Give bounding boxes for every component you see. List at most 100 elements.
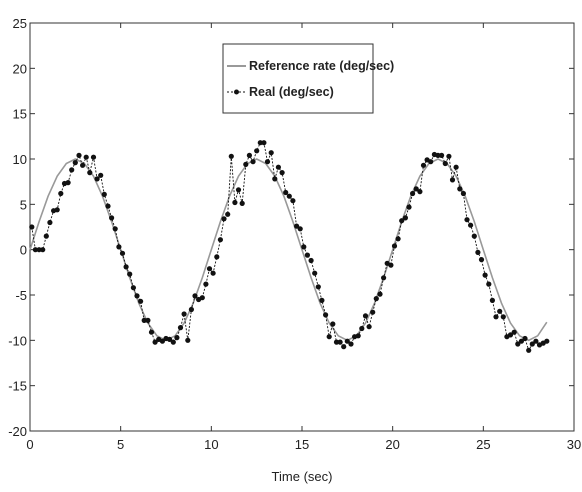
- data-point-real: [526, 347, 532, 353]
- y-tick-label: 0: [20, 243, 27, 258]
- data-point-real: [76, 152, 82, 158]
- data-point-real: [366, 324, 372, 330]
- data-point-real: [72, 160, 78, 166]
- data-point-real: [453, 164, 459, 170]
- data-point-real: [47, 219, 53, 226]
- data-point-real: [402, 215, 408, 221]
- y-axis: -20 -15 -10 -5 0 5 10 15 20 25: [8, 16, 574, 439]
- data-point-real: [446, 153, 452, 159]
- data-point-real: [116, 244, 122, 250]
- data-point-real: [489, 297, 495, 303]
- data-point-real: [235, 187, 242, 193]
- data-point-real: [167, 336, 173, 342]
- data-point-real: [80, 162, 86, 168]
- data-point-real: [174, 335, 180, 341]
- data-point-real: [232, 199, 238, 206]
- data-point-real: [185, 337, 191, 343]
- data-point-real: [290, 198, 296, 204]
- data-point-real: [410, 190, 416, 197]
- data-point-real: [192, 293, 198, 299]
- data-point-real: [250, 159, 256, 165]
- series-line-real: [31, 142, 548, 352]
- data-point-real: [308, 257, 314, 264]
- data-point-real: [312, 270, 318, 276]
- data-point-real: [449, 177, 456, 183]
- data-point-real: [344, 338, 350, 344]
- data-point-real: [417, 189, 423, 195]
- data-point-real: [388, 262, 394, 268]
- data-point-real: [283, 189, 289, 196]
- data-point-real: [482, 272, 488, 278]
- data-point-real: [428, 159, 434, 165]
- y-tick-label: -5: [15, 288, 27, 303]
- data-point-real: [330, 321, 336, 327]
- data-point-real: [36, 247, 42, 253]
- x-tick-label: 5: [117, 437, 124, 452]
- data-point-real: [457, 186, 463, 192]
- data-point-real: [101, 191, 107, 197]
- y-tick-label: 20: [13, 61, 27, 76]
- data-point-real: [493, 314, 499, 320]
- data-point-real: [529, 341, 535, 347]
- data-point-real: [58, 190, 64, 197]
- x-tick-label: 0: [26, 437, 33, 452]
- data-point-real: [337, 339, 343, 345]
- data-point-real: [497, 308, 503, 314]
- data-point-real: [264, 159, 271, 165]
- data-point-real: [460, 190, 466, 197]
- data-point-real: [112, 226, 118, 232]
- data-point-real: [435, 152, 441, 158]
- data-point-real: [257, 140, 263, 146]
- data-point-real: [286, 193, 292, 199]
- data-point-real: [203, 281, 209, 287]
- data-point-real: [391, 243, 398, 249]
- data-point-real: [148, 329, 155, 335]
- data-point-real: [141, 317, 147, 323]
- data-point-real: [507, 332, 514, 338]
- data-point-real: [159, 338, 165, 344]
- data-point-real: [181, 311, 187, 317]
- y-tick-label: 15: [13, 107, 27, 122]
- data-point-real: [94, 176, 100, 182]
- data-point-real: [275, 164, 281, 170]
- data-point-real: [341, 344, 347, 350]
- data-point-real: [406, 204, 412, 210]
- data-point-real: [65, 180, 71, 186]
- data-point-real: [43, 233, 49, 239]
- legend-box: [222, 43, 374, 114]
- legend-marker-real: [234, 89, 239, 95]
- data-point-real: [109, 215, 115, 221]
- data-point-real: [370, 309, 376, 315]
- y-tick-label: -20: [8, 424, 27, 439]
- data-point-real: [333, 339, 340, 345]
- data-point-real: [359, 325, 365, 332]
- data-point-real: [515, 341, 521, 347]
- data-point-real: [87, 170, 93, 176]
- data-point-real: [468, 222, 474, 228]
- data-point-real: [138, 298, 144, 304]
- data-point-real: [471, 233, 477, 239]
- legend-label-real: Real (deg/sec): [249, 85, 334, 99]
- data-point-real: [188, 306, 194, 313]
- data-point-real: [268, 150, 274, 156]
- data-point-real: [32, 247, 39, 253]
- data-point-real: [279, 170, 285, 176]
- data-point-real: [40, 247, 46, 253]
- data-point-real: [246, 152, 252, 158]
- series-layer: [29, 140, 550, 353]
- data-point-real: [134, 293, 140, 299]
- data-point-real: [54, 207, 60, 213]
- x-tick-label: 20: [385, 437, 399, 452]
- data-point-real: [69, 167, 75, 173]
- data-point-real: [206, 266, 213, 272]
- data-point-real: [522, 335, 528, 342]
- data-point-real: [170, 339, 176, 345]
- data-point-real: [228, 153, 234, 159]
- data-point-real: [214, 254, 220, 260]
- x-tick-label: 30: [567, 437, 581, 452]
- x-axis-label: Time (sec): [272, 469, 333, 484]
- data-point-real: [399, 218, 405, 224]
- data-point-real: [533, 338, 539, 344]
- data-point-real: [261, 140, 267, 146]
